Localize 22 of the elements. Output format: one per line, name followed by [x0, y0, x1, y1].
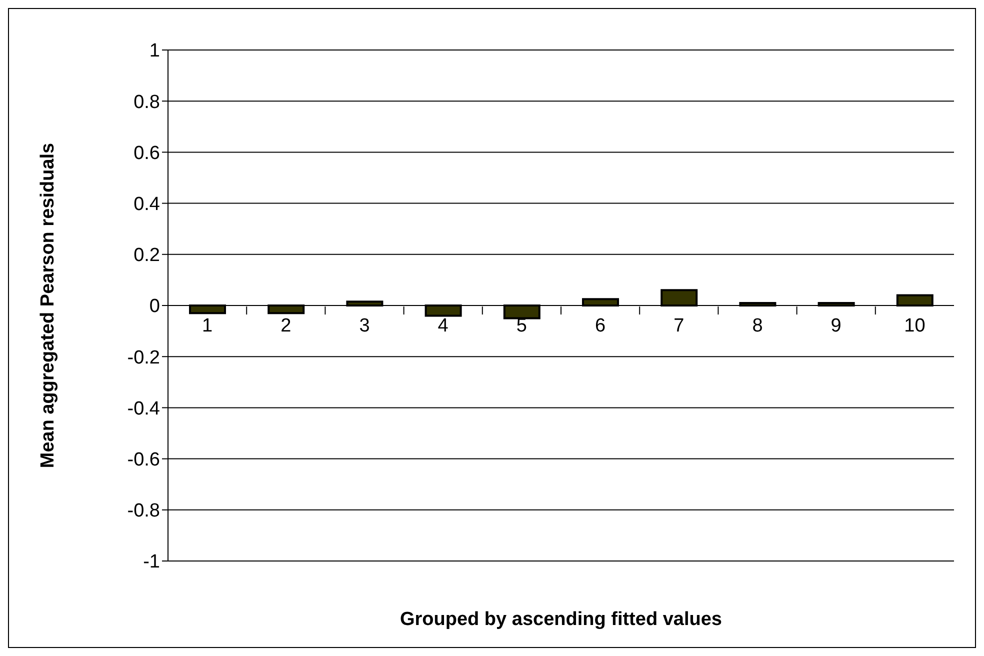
- x-axis-title: Grouped by ascending fitted values: [400, 609, 722, 630]
- y-tick-label: -0.4: [127, 398, 160, 420]
- x-tick-label: 2: [280, 316, 292, 336]
- x-tick-label: 8: [752, 316, 763, 336]
- x-tick-label: 1: [202, 316, 213, 336]
- y-tick-label: -1: [143, 552, 160, 573]
- y-tick-label: -0.6: [127, 450, 160, 471]
- x-tick-label: 6: [595, 316, 606, 336]
- x-tick-label: 3: [359, 316, 370, 336]
- y-axis-title: Mean aggregated Pearson residuals: [38, 142, 59, 468]
- x-tick-label: 4: [438, 316, 449, 336]
- x-tick-label: 9: [830, 316, 842, 336]
- y-tick-label: 0.6: [134, 142, 160, 164]
- y-tick-label: 1: [149, 40, 160, 62]
- y-tick-label: -0.8: [127, 500, 160, 522]
- x-tick-label: 7: [674, 316, 684, 336]
- y-tick-label: 0: [149, 296, 160, 318]
- y-tick-label: 0.4: [134, 194, 160, 216]
- y-tick-label: 0.8: [134, 92, 160, 113]
- x-tick-label: 10: [904, 316, 926, 336]
- y-tick-label: 0.2: [134, 245, 160, 266]
- y-tick-label: -0.2: [127, 347, 160, 368]
